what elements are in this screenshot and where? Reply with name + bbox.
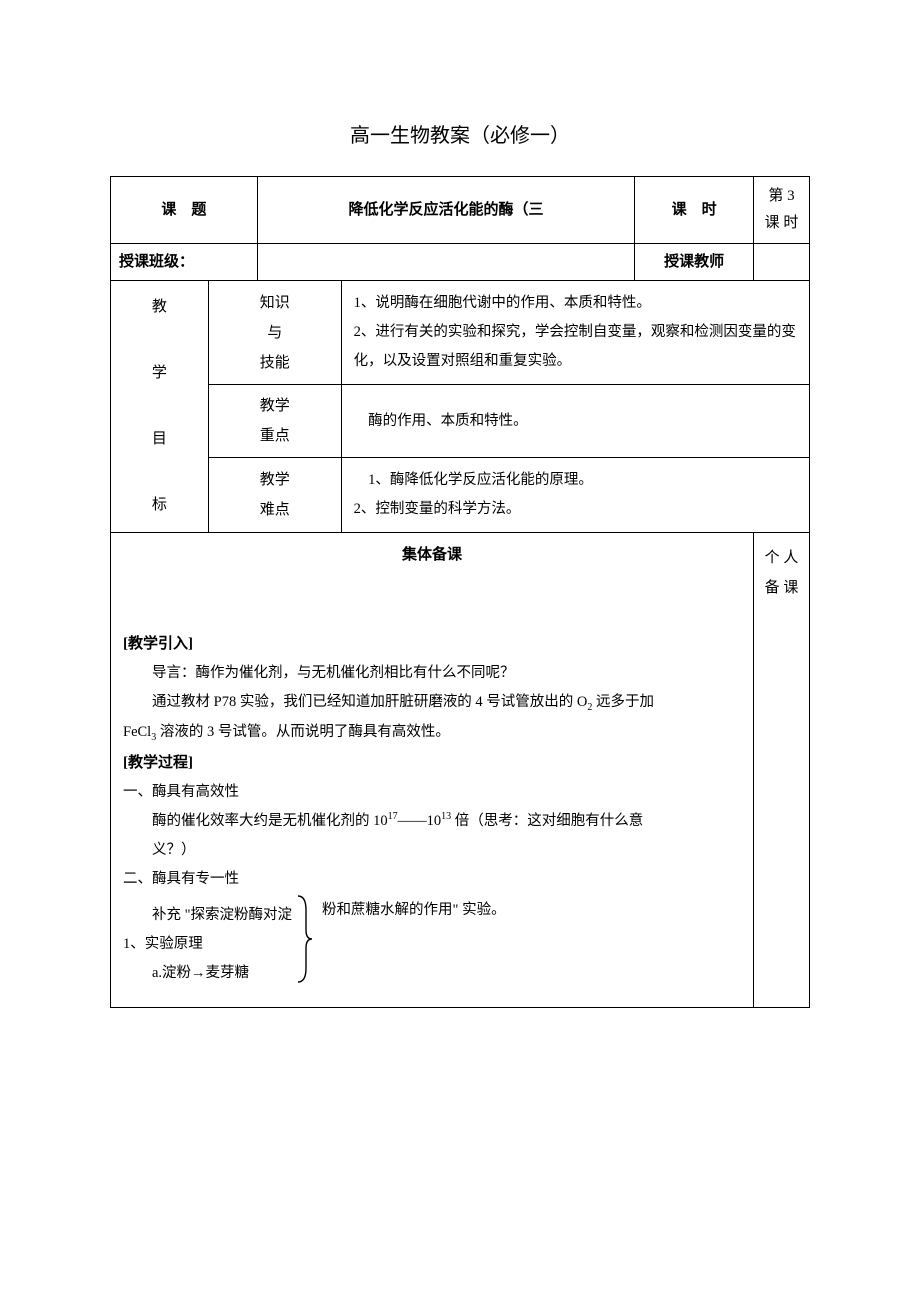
knowledge-item-2: 2、进行有关的实验和探究，学会控制自变量，观察和检测因变量的变化，以及设置对照组… <box>354 318 797 376</box>
class-label: 授课班级： <box>111 244 258 281</box>
focus-label: 教学 重点 <box>208 385 341 458</box>
lesson-table: 课 题 降低化学反应活化能的酶（三 课 时 第 3 课 时 授课班级： 授课教师… <box>110 176 810 1008</box>
brace-icon <box>292 894 314 995</box>
intro-line-2: 通过教材 P78 实验，我们已经知道加肝脏研磨液的 4 号试管放出的 O2 远多… <box>123 688 741 718</box>
difficulty-item-2: 2、控制变量的科学方法。 <box>354 495 797 524</box>
section-1-title: 一、酶具有高效性 <box>123 778 741 807</box>
section-2-supplement-right: 粉和蔗糖水解的作用" 实验。 <box>322 896 741 925</box>
class-value <box>257 244 634 281</box>
teacher-label: 授课教师 <box>635 244 754 281</box>
process-heading: [教学过程] <box>123 748 741 778</box>
section-2-supplement: 补充 "探索淀粉酶对淀 <box>152 901 292 930</box>
page-title: 高一生物教案（必修一） <box>110 120 810 152</box>
objectives-label: 教 学 目 标 <box>111 281 209 533</box>
period-label: 课 时 <box>635 177 754 244</box>
section-1-line-2: 义？） <box>123 836 741 865</box>
section-2-title: 二、酶具有专一性 <box>123 865 741 894</box>
section-2-item-2: a.淀粉→麦芽糖 <box>152 959 292 988</box>
intro-line-1: 导言：酶作为催化剂，与无机催化剂相比有什么不同呢？ <box>123 659 741 688</box>
topic-value: 降低化学反应活化能的酶（三 <box>257 177 634 244</box>
intro-line-3: FeCl3 溶液的 3 号试管。从而说明了酶具有高效性。 <box>123 718 741 748</box>
section-1-line-1: 酶的催化效率大约是无机催化剂的 1017——1013 倍（思考：这对细胞有什么意 <box>123 807 741 836</box>
knowledge-item-1: 1、说明酶在细胞代谢中的作用、本质和特性。 <box>354 289 797 318</box>
knowledge-content: 1、说明酶在细胞代谢中的作用、本质和特性。 2、进行有关的实验和探究，学会控制自… <box>341 281 809 385</box>
group-prep-label: 集体备课 <box>111 533 754 618</box>
lesson-content: [教学引入] 导言：酶作为催化剂，与无机催化剂相比有什么不同呢？ 通过教材 P7… <box>111 617 754 1007</box>
section-2-item-1: 1、实验原理 <box>123 930 292 959</box>
personal-prep-label: 个 人 备 课 <box>754 533 810 1008</box>
difficulty-content: 1、酶降低化学反应活化能的原理。 2、控制变量的科学方法。 <box>341 458 809 533</box>
focus-content: 酶的作用、本质和特性。 <box>341 385 809 458</box>
difficulty-item-1: 1、酶降低化学反应活化能的原理。 <box>354 466 797 495</box>
teacher-value <box>754 244 810 281</box>
intro-heading: [教学引入] <box>123 629 741 659</box>
period-value: 第 3 课 时 <box>754 177 810 244</box>
topic-label: 课 题 <box>111 177 258 244</box>
knowledge-label: 知识 与 技能 <box>208 281 341 385</box>
difficulty-label: 教学 难点 <box>208 458 341 533</box>
